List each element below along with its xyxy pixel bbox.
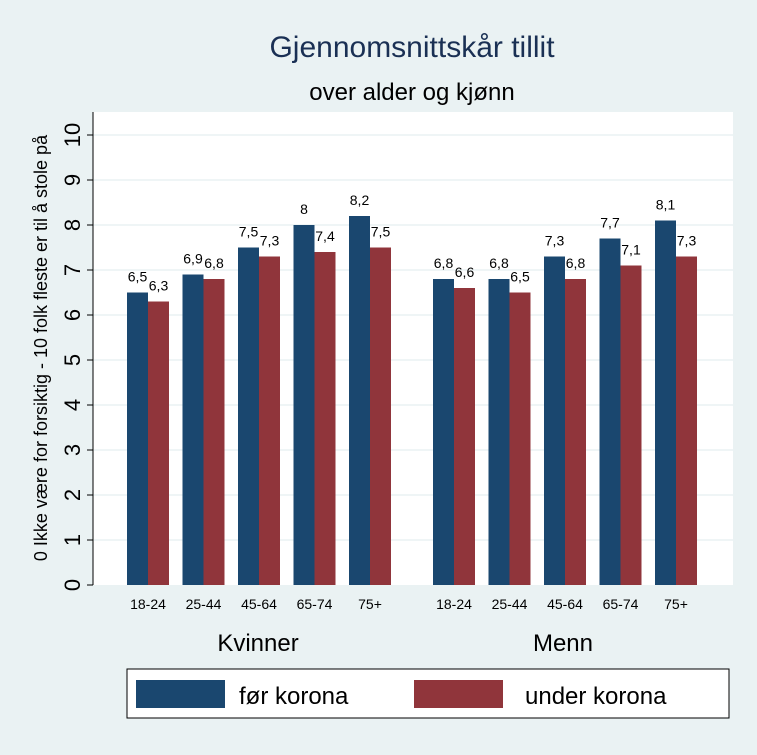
data-label-menn-65-74-for: 7,7 <box>600 215 620 231</box>
data-label-kvinner-25-44-under: 6,8 <box>204 255 224 271</box>
y-tick-label-8: 8 <box>60 219 85 231</box>
x-tick-label-kvinner-25-44: 25-44 <box>186 596 222 612</box>
y-axis-label: 0 Ikke være for forsiktig - 10 folk fles… <box>31 134 51 561</box>
legend-swatch-for-korona <box>136 680 225 708</box>
bar-menn-25-44-for <box>488 279 510 585</box>
y-tick-label-6: 6 <box>60 309 85 321</box>
data-label-menn-18-24-for: 6,8 <box>434 255 454 271</box>
bar-menn-18-24-under <box>454 288 475 585</box>
bar-kvinner-65-74-for <box>293 225 315 585</box>
bar-kvinner-18-24-for <box>127 292 148 585</box>
data-label-kvinner-45-64-under: 7,3 <box>260 233 280 249</box>
legend-swatch-under-korona <box>414 680 503 708</box>
y-tick-label-7: 7 <box>60 264 85 276</box>
legend-label-for-korona: før korona <box>239 683 349 710</box>
bar-menn-45-64-under <box>565 279 586 585</box>
bar-kvinner-45-64-under <box>259 256 280 585</box>
bar-menn-45-64-for <box>544 256 565 585</box>
chart-subtitle: over alder og kjønn <box>309 79 514 106</box>
bars <box>127 216 697 585</box>
bar-kvinner-75+-for <box>349 216 370 585</box>
bar-kvinner-45-64-for <box>238 247 259 585</box>
y-tick-label-10: 10 <box>60 123 85 147</box>
bar-kvinner-18-24-under <box>148 301 169 585</box>
bar-menn-65-74-for <box>599 238 621 585</box>
data-label-menn-65-74-under: 7,1 <box>621 242 641 258</box>
group-label-kvinner: Kvinner <box>217 630 298 657</box>
data-label-kvinner-65-74-under: 7,4 <box>315 228 335 244</box>
bar-menn-18-24-for <box>433 279 454 585</box>
bar-kvinner-25-44-under <box>203 279 225 585</box>
data-label-menn-25-44-under: 6,5 <box>510 269 530 285</box>
data-label-menn-45-64-for: 7,3 <box>545 233 565 249</box>
x-tick-label-menn-45-64: 45-64 <box>547 596 583 612</box>
data-label-kvinner-18-24-for: 6,5 <box>128 269 148 285</box>
bar-menn-75+-for <box>655 220 676 585</box>
data-label-kvinner-65-74-for: 8 <box>300 201 308 217</box>
group-label-menn: Menn <box>533 630 593 657</box>
y-tick-label-9: 9 <box>60 174 85 186</box>
data-label-menn-25-44-for: 6,8 <box>489 255 509 271</box>
data-label-kvinner-75+-under: 7,5 <box>371 224 391 240</box>
x-tick-label-menn-18-24: 18-24 <box>436 596 472 612</box>
data-label-kvinner-25-44-for: 6,9 <box>183 251 203 267</box>
legend-label-under-korona: under korona <box>525 683 667 710</box>
data-label-menn-75+-under: 7,3 <box>677 233 697 249</box>
bar-kvinner-25-44-for <box>182 274 204 585</box>
data-label-menn-45-64-under: 6,8 <box>566 255 586 271</box>
x-tick-label-kvinner-18-24: 18-24 <box>130 596 166 612</box>
bar-menn-75+-under <box>676 256 697 585</box>
y-tick-label-0: 0 <box>60 579 85 591</box>
chart-title: Gjennomsnittskår tillit <box>269 31 555 64</box>
y-tick-label-2: 2 <box>60 489 85 501</box>
data-label-kvinner-75+-for: 8,2 <box>350 192 370 208</box>
bar-menn-65-74-under <box>620 265 642 585</box>
bar-kvinner-75+-under <box>370 247 391 585</box>
x-tick-label-kvinner-45-64: 45-64 <box>241 596 277 612</box>
bar-menn-25-44-under <box>509 292 531 585</box>
x-tick-label-menn-65-74: 65-74 <box>603 596 639 612</box>
data-label-kvinner-18-24-under: 6,3 <box>149 278 169 294</box>
x-tick-label-kvinner-75+: 75+ <box>358 596 382 612</box>
x-tick-label-menn-25-44: 25-44 <box>492 596 528 612</box>
bar-kvinner-65-74-under <box>314 252 336 585</box>
x-tick-label-menn-75+: 75+ <box>664 596 688 612</box>
y-tick-label-3: 3 <box>60 444 85 456</box>
y-tick-label-1: 1 <box>60 534 85 546</box>
x-tick-label-kvinner-65-74: 65-74 <box>297 596 333 612</box>
y-axis-ticks: 0 1 2 3 4 5 6 7 8 9 10 <box>60 123 93 591</box>
data-labels: 6,56,36,9 6,87,57,387,48,27,56,86,66,86,5… <box>128 192 697 294</box>
y-tick-label-5: 5 <box>60 354 85 366</box>
y-tick-label-4: 4 <box>60 399 85 411</box>
x-axis-ticks: 18-24 25-44 45-64 65-74 75+ 18-24 25-44 45-64 65… <box>130 596 688 612</box>
data-label-menn-18-24-under: 6,6 <box>455 264 475 280</box>
data-label-menn-75+-for: 8,1 <box>656 197 676 213</box>
data-label-kvinner-45-64-for: 7,5 <box>239 224 259 240</box>
